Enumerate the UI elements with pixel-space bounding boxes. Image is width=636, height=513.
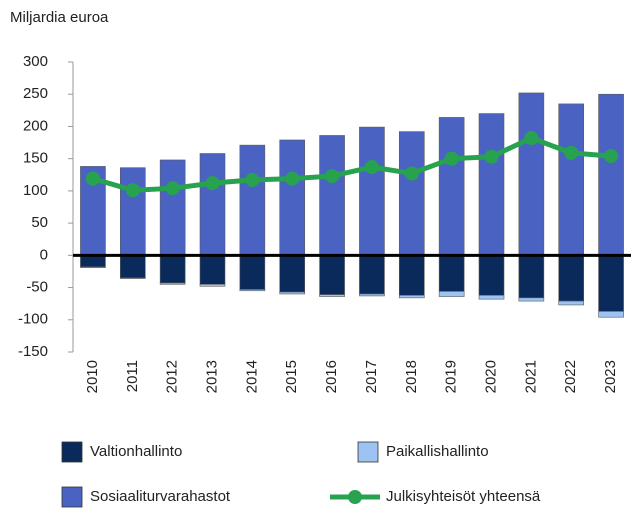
line-point <box>85 171 100 186</box>
bar <box>359 255 385 295</box>
bar <box>279 291 306 295</box>
x-tick-label: 2021 <box>522 360 539 393</box>
legend-label: Valtionhallinto <box>90 443 182 460</box>
bar <box>239 255 266 290</box>
bar <box>119 167 146 256</box>
bar <box>478 255 505 296</box>
bar <box>319 294 345 297</box>
x-tick-label: 2011 <box>124 360 141 392</box>
bar <box>518 92 545 256</box>
bar <box>598 93 624 256</box>
bar <box>239 144 266 256</box>
x-tick-label: 2016 <box>323 360 340 393</box>
bar <box>518 255 545 299</box>
bar <box>558 255 585 302</box>
line-point <box>444 151 459 166</box>
y-tick-label: 150 <box>23 150 48 167</box>
bar <box>319 135 345 256</box>
line-point <box>524 131 539 146</box>
bar <box>279 139 306 256</box>
line-point <box>245 172 260 187</box>
legend-swatch <box>61 486 83 508</box>
bar <box>80 255 106 268</box>
bar <box>598 255 624 312</box>
x-tick-label: 2018 <box>403 360 420 393</box>
bar <box>199 153 226 256</box>
bar <box>518 297 545 302</box>
bar <box>119 255 146 279</box>
y-axis-label: Miljardia euroa <box>10 9 109 26</box>
x-tick-label: 2014 <box>243 360 260 393</box>
bar <box>159 282 186 285</box>
line-point <box>205 176 220 191</box>
line-point <box>604 149 619 164</box>
x-tick-label: 2022 <box>562 360 579 393</box>
y-tick-label: 50 <box>31 214 48 231</box>
y-tick-label: 0 <box>40 246 48 263</box>
line-point <box>325 169 340 184</box>
bar <box>398 255 425 296</box>
legend-swatch <box>357 441 379 463</box>
bar <box>359 126 385 256</box>
y-tick-label: -50 <box>26 279 48 296</box>
bar <box>199 255 226 285</box>
bar <box>159 159 186 256</box>
line-point <box>165 181 180 196</box>
line-point <box>564 145 579 160</box>
x-tick-label: 2019 <box>443 360 460 393</box>
bar <box>359 293 385 297</box>
line-point <box>404 166 419 181</box>
bar <box>478 113 505 256</box>
y-tick-label: 300 <box>23 53 48 70</box>
legend-label: Sosiaaliturvarahastot <box>90 488 231 505</box>
bar <box>319 255 345 295</box>
x-tick-label: 2015 <box>283 360 300 393</box>
x-tick-label: 2017 <box>363 360 380 393</box>
bar <box>398 131 425 256</box>
line-point <box>484 149 499 164</box>
x-tick-label: 2020 <box>482 360 499 393</box>
bar <box>398 294 425 299</box>
line-point <box>125 183 140 198</box>
bar <box>438 291 465 297</box>
bar <box>438 255 465 292</box>
legend-label: Julkisyhteisöt yhteensä <box>386 488 541 505</box>
y-tick-label: 200 <box>23 117 48 134</box>
y-tick-label: 100 <box>23 182 48 199</box>
y-tick-label: 250 <box>23 85 48 102</box>
bar <box>598 311 624 318</box>
bar <box>119 277 146 279</box>
line-point <box>364 160 379 175</box>
x-tick-label: 2013 <box>203 360 220 393</box>
line-point <box>285 171 300 186</box>
bar <box>558 300 585 306</box>
bar <box>80 266 106 268</box>
bar <box>199 284 226 287</box>
x-tick-label: 2010 <box>84 360 101 393</box>
x-tick-label: 2023 <box>602 360 619 393</box>
y-tick-label: -150 <box>18 343 48 360</box>
bar <box>279 255 306 293</box>
legend-marker <box>348 490 362 504</box>
bar <box>239 289 266 292</box>
legend-label: Paikallishallinto <box>386 443 489 460</box>
bar <box>478 294 505 300</box>
legend-swatch <box>61 441 83 463</box>
x-tick-label: 2012 <box>164 360 181 393</box>
bar <box>558 103 585 256</box>
bar <box>159 255 186 284</box>
y-tick-label: -100 <box>18 311 48 328</box>
bar <box>438 117 465 256</box>
